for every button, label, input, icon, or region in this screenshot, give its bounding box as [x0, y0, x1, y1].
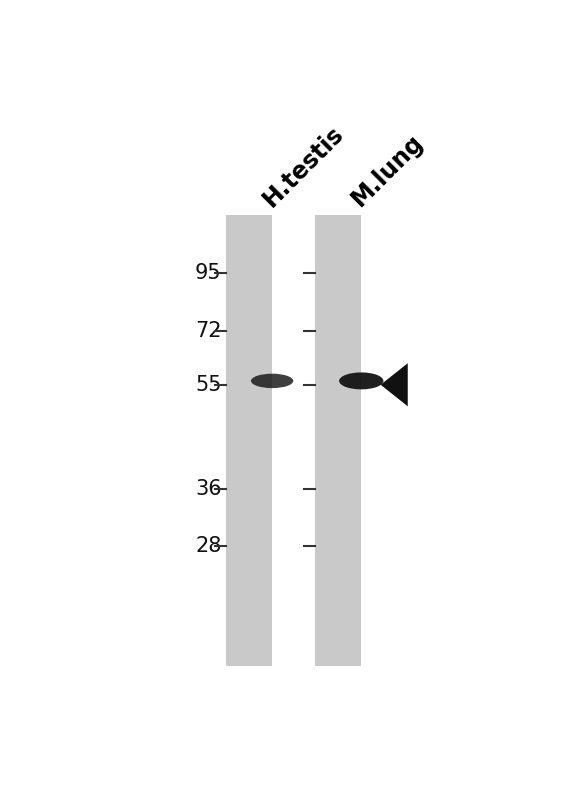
- Polygon shape: [381, 363, 408, 406]
- Text: 55: 55: [195, 374, 221, 394]
- Text: 36: 36: [195, 478, 221, 498]
- Text: 72: 72: [195, 321, 221, 341]
- Ellipse shape: [339, 373, 384, 390]
- Bar: [315, 215, 361, 666]
- Bar: [225, 215, 272, 666]
- Ellipse shape: [251, 374, 293, 388]
- Text: H.testis: H.testis: [258, 122, 349, 211]
- Text: M.lung: M.lung: [347, 130, 429, 211]
- Text: 95: 95: [195, 263, 221, 283]
- Text: 28: 28: [195, 537, 221, 557]
